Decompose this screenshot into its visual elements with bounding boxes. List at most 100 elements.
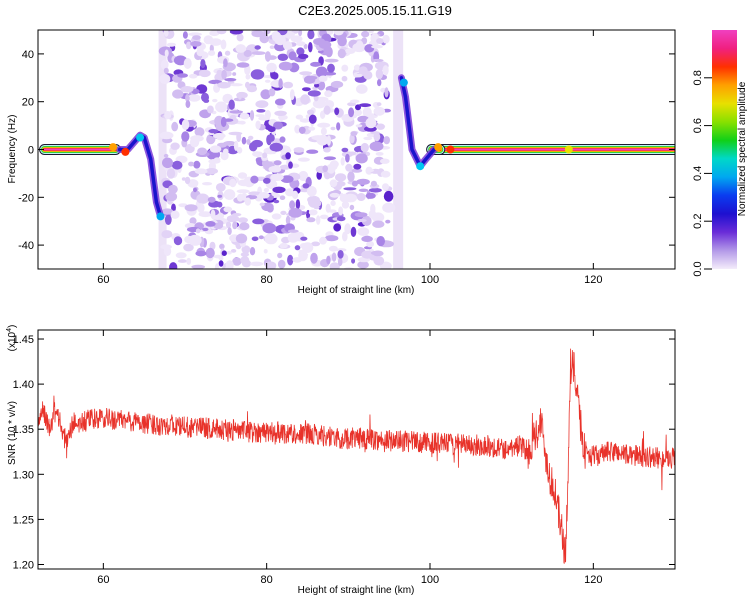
noise-blob <box>236 62 250 68</box>
noise-blob <box>220 116 227 128</box>
noise-blob <box>263 249 268 254</box>
noise-blob <box>373 256 385 266</box>
noise-blob <box>285 152 291 160</box>
noise-blob <box>188 161 195 167</box>
noise-blob <box>249 110 255 121</box>
snr-x-tick-label: 120 <box>584 574 602 586</box>
colorbar-scale <box>712 30 737 269</box>
noise-blob <box>264 233 278 245</box>
noise-blob <box>297 157 310 162</box>
noise-blob <box>341 147 349 153</box>
snr-ticks: 60 80 100 120 1.20 1.25 1.30 1.35 1.40 1.45 <box>13 330 675 586</box>
noise-blob <box>280 210 287 215</box>
noise-blob <box>330 80 344 89</box>
noise-blob <box>363 70 373 80</box>
noise-blob <box>224 78 237 82</box>
snr-y-tick-label: 1.25 <box>13 514 34 526</box>
noise-blob <box>273 160 282 166</box>
noise-blob <box>171 160 183 170</box>
noise-blob <box>280 175 294 184</box>
snr-background <box>38 330 675 569</box>
noise-blob <box>221 250 227 256</box>
noise-blob <box>319 236 327 245</box>
noise-blob <box>235 44 246 53</box>
noise-blob <box>185 94 190 102</box>
noise-blob <box>308 114 317 124</box>
noise-blob <box>335 173 347 182</box>
noise-blob <box>347 102 357 107</box>
noise-blob <box>307 30 315 40</box>
noise-blob <box>214 263 220 269</box>
noise-blob <box>160 59 169 70</box>
spectrogram-y-tick-label: 0 <box>28 145 34 157</box>
noise-blob <box>183 58 192 69</box>
noise-blob <box>371 44 383 49</box>
noise-blob <box>213 254 222 259</box>
noise-blob <box>173 236 183 246</box>
noise-blob <box>340 157 345 166</box>
noise-blob <box>251 30 264 38</box>
noise-blob <box>279 136 286 143</box>
noise-blob <box>254 45 261 50</box>
noise-blob <box>209 38 222 46</box>
noise-blob <box>237 179 252 187</box>
spectrogram-y-label: Frequency (Hz) <box>7 115 18 184</box>
noise-blob <box>353 163 362 170</box>
noise-blob <box>166 168 176 179</box>
noise-blob <box>324 58 339 63</box>
noise-blob <box>267 126 276 133</box>
noise-blob <box>186 257 192 265</box>
svg-text:(x104): (x104) <box>6 325 18 352</box>
ridge-spot <box>399 78 408 87</box>
noise-blob <box>337 48 346 59</box>
noise-blob <box>370 203 376 215</box>
noise-blob <box>382 34 390 44</box>
ridge-spot <box>416 162 425 171</box>
noise-blob <box>164 111 172 120</box>
spectrogram-y-tick-label: 20 <box>22 97 34 109</box>
noise-blob <box>329 192 340 198</box>
noise-blob <box>223 58 228 68</box>
noise-blob <box>299 118 311 123</box>
colorbar-tick-label: 0.8 <box>692 70 704 85</box>
snr-panel: 60 80 100 120 1.20 1.25 1.30 1.35 1.40 1.45 Heigh… <box>6 325 676 596</box>
noise-blob <box>250 69 265 80</box>
noise-blob <box>370 180 377 187</box>
noise-blob <box>240 252 250 257</box>
noise-blob <box>320 127 327 136</box>
noise-blob <box>294 124 301 134</box>
noise-blob <box>357 227 370 236</box>
noise-blob <box>196 48 205 57</box>
noise-blob <box>329 179 338 188</box>
snr-y-label: SNR (10 * v/v) <box>7 401 18 465</box>
noise-blob <box>262 223 277 234</box>
noise-blob <box>306 149 319 154</box>
noise-blob <box>209 30 220 37</box>
noise-blob <box>215 183 226 192</box>
noise-blob <box>232 257 242 266</box>
noise-blob <box>229 110 244 114</box>
noise-blob <box>326 255 331 265</box>
noise-blob <box>168 184 178 194</box>
noise-blob <box>336 216 346 222</box>
noise-blob <box>264 51 271 62</box>
noise-blob <box>327 63 335 73</box>
noise-blob <box>197 203 205 213</box>
noise-blob <box>287 254 294 266</box>
noise-blob <box>341 201 350 209</box>
noise-blob <box>306 217 316 223</box>
noise-blob <box>300 236 308 241</box>
noise-blob <box>289 200 296 210</box>
noise-blob <box>250 175 259 184</box>
noise-blob <box>302 87 311 92</box>
noise-blob <box>349 204 355 211</box>
noise-blob <box>207 196 216 203</box>
noise-blob <box>239 112 250 120</box>
spectrogram-x-tick-label: 100 <box>421 274 439 286</box>
noise-blob <box>206 134 216 145</box>
noise-blob <box>236 33 244 42</box>
noise-blob <box>269 45 275 49</box>
noise-blob <box>180 86 194 93</box>
spectrogram-y-tick-label: 40 <box>22 49 34 61</box>
noise-blob <box>331 252 337 262</box>
